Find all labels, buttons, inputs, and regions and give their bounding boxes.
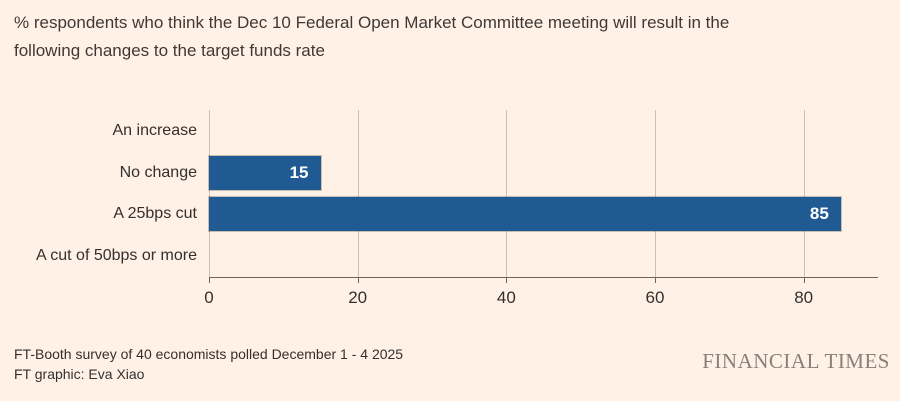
x-axis-tick <box>506 277 508 283</box>
gridline <box>209 110 210 277</box>
chart-title: % respondents who think the Dec 10 Feder… <box>14 9 729 65</box>
chart-footer: FT-Booth survey of 40 economists polled … <box>14 344 403 384</box>
bar-value-label: 85 <box>809 204 829 224</box>
bar-value-label: 15 <box>289 162 309 182</box>
category-label: A cut of 50bps or more <box>36 247 197 265</box>
bar-chart-plot-area: 0 20 40 60 80 15 85 <box>204 110 878 307</box>
x-axis-tick <box>209 277 210 283</box>
x-axis-tick-label: 0 <box>204 288 214 307</box>
x-axis-tick-label: 60 <box>645 288 665 307</box>
x-axis-line <box>209 277 878 278</box>
x-axis-tick-label: 40 <box>496 288 516 307</box>
graphic-credit: FT graphic: Eva Xiao <box>14 366 145 382</box>
bar: 85 <box>209 197 841 232</box>
x-axis-tick-label: 80 <box>794 288 814 307</box>
y-axis-labels: An increase No change A 25bps cut A cut of … <box>0 110 197 277</box>
x-axis-tick-label: 20 <box>348 288 368 307</box>
x-axis-tick <box>655 277 656 283</box>
category-label: An increase <box>112 121 198 139</box>
category-label: No change <box>119 163 197 181</box>
chart-title-line-2: following changes to the target funds ra… <box>14 41 325 60</box>
category-label: A 25bps cut <box>113 205 197 223</box>
source-note: FT-Booth survey of 40 economists polled … <box>14 346 404 362</box>
gridline <box>803 110 805 277</box>
chart-title-line-1: % respondents who think the Dec 10 Feder… <box>14 13 730 32</box>
bar: 15 <box>209 155 321 190</box>
x-axis-tick <box>357 277 359 283</box>
x-axis-tick <box>803 277 805 283</box>
gridline <box>506 110 508 277</box>
financial-times-logo: FINANCIAL TIMES <box>702 349 890 373</box>
gridline <box>357 110 359 277</box>
gridline <box>655 110 656 277</box>
